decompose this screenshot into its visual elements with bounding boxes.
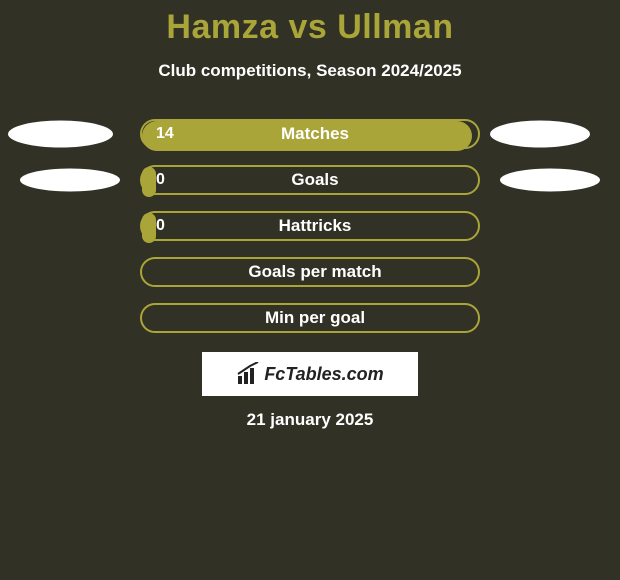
bar-fill — [142, 213, 156, 243]
page-title: Hamza vs Ullman — [0, 0, 620, 47]
logo-box: FcTables.com — [202, 352, 418, 396]
bar-label: Hattricks — [279, 216, 352, 236]
bar-label: Matches — [281, 124, 349, 144]
bar-value: 0 — [156, 217, 165, 235]
comparison-panel: Hamza vs Ullman Club competitions, Seaso… — [0, 0, 620, 580]
stat-row: 0 Goals — [0, 165, 620, 195]
right-ellipse — [500, 169, 600, 192]
bar-label: Goals per match — [248, 262, 381, 282]
date-line: 21 january 2025 — [247, 410, 374, 430]
stat-row: 14 Matches — [0, 119, 620, 149]
bar-label: Goals — [291, 170, 338, 190]
bar-value: 0 — [156, 171, 165, 189]
left-ellipse — [8, 121, 113, 148]
logo: FcTables.com — [236, 362, 383, 386]
right-ellipse — [490, 121, 590, 148]
stat-row: Goals per match — [0, 257, 620, 287]
bar-label: Min per goal — [265, 308, 365, 328]
stat-row: Min per goal — [0, 303, 620, 333]
chart-icon — [236, 362, 260, 386]
stat-rows: 14 Matches 0 Goals 0 Hattricks Goals per match… — [0, 119, 620, 333]
page-subtitle: Club competitions, Season 2024/2025 — [0, 61, 620, 81]
left-ellipse — [20, 169, 120, 192]
stat-row: 0 Hattricks — [0, 211, 620, 241]
bar-value: 14 — [156, 125, 174, 143]
bar-fill — [142, 167, 156, 197]
logo-text: FcTables.com — [264, 364, 383, 385]
